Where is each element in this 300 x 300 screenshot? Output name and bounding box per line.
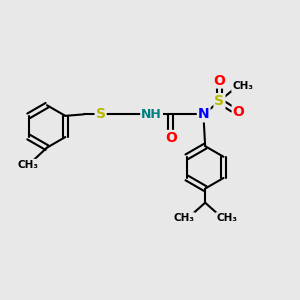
- Text: NH: NH: [141, 108, 162, 121]
- Text: S: S: [96, 107, 106, 122]
- Text: CH₃: CH₃: [216, 213, 237, 223]
- Text: CH₃: CH₃: [232, 81, 253, 92]
- Text: O: O: [165, 131, 177, 145]
- Text: S: S: [214, 94, 224, 108]
- Text: O: O: [214, 74, 225, 88]
- Text: N: N: [198, 107, 209, 122]
- Text: CH₃: CH₃: [17, 160, 38, 170]
- Text: CH₃: CH₃: [173, 213, 194, 223]
- Text: O: O: [233, 105, 244, 119]
